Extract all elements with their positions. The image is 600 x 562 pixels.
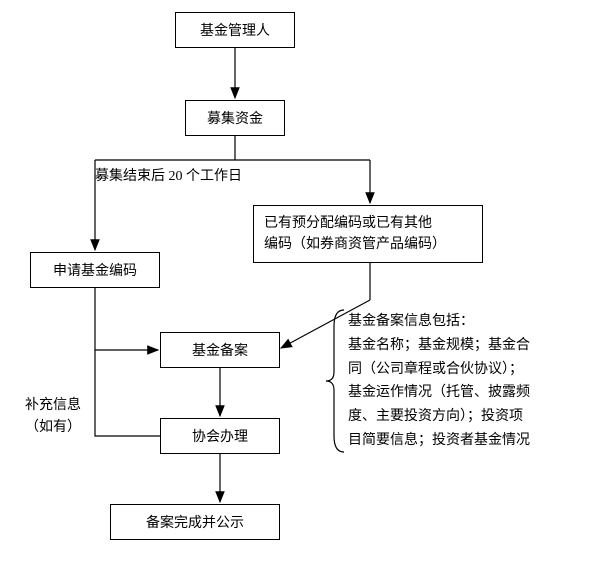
node-raise-funds: 募集资金 xyxy=(185,100,285,136)
node-label: 募集资金 xyxy=(207,108,263,128)
node-apply-code: 申请基金编码 xyxy=(30,252,160,288)
node-fund-filing: 基金备案 xyxy=(160,332,280,368)
sidenote-line: 同（公司章程或合伙协议）； xyxy=(348,358,530,382)
sidenote-line: 基金名称；基金规模；基金合 xyxy=(348,334,530,358)
node-label: 基金备案 xyxy=(192,340,248,360)
node-label: 申请基金编码 xyxy=(53,260,137,280)
node-fund-manager: 基金管理人 xyxy=(175,12,295,48)
edge-label-deadline: 募集结束后 20 个工作日 xyxy=(95,165,242,185)
edge-n3-n5 xyxy=(95,288,158,350)
node-label: 基金管理人 xyxy=(200,20,270,40)
edge-feedback xyxy=(95,350,160,436)
node-label: 已有预分配编码或已有其他 编码（如券商资管产品编码） xyxy=(264,213,446,255)
sidenote-line: 基金运作情况（托管、披露频 xyxy=(348,381,530,405)
node-label: 协会办理 xyxy=(192,426,248,446)
label-text: 募集结束后 20 个工作日 xyxy=(95,169,242,184)
node-has-code: 已有预分配编码或已有其他 编码（如券商资管产品编码） xyxy=(253,205,483,263)
edge-label-supplement2: （如有） xyxy=(25,416,81,436)
label-text: （如有） xyxy=(25,420,81,435)
node-filing-complete: 备案完成并公示 xyxy=(110,504,280,540)
sidenote-line: 目简要信息；投资者基金情况 xyxy=(348,429,530,453)
filing-info-sidenote: 基金备案信息包括： 基金名称；基金规模；基金合 同（公司章程或合伙协议）； 基金… xyxy=(348,310,530,453)
node-association-process: 协会办理 xyxy=(160,418,280,454)
curly-brace xyxy=(326,310,344,452)
edge-label-supplement1: 补充信息 xyxy=(25,394,81,414)
sidenote-line: 基金备案信息包括： xyxy=(348,310,530,334)
label-text: 补充信息 xyxy=(25,398,81,413)
sidenote-line: 度、主要投资方向）；投资项 xyxy=(348,405,530,429)
node-label: 备案完成并公示 xyxy=(146,512,244,532)
